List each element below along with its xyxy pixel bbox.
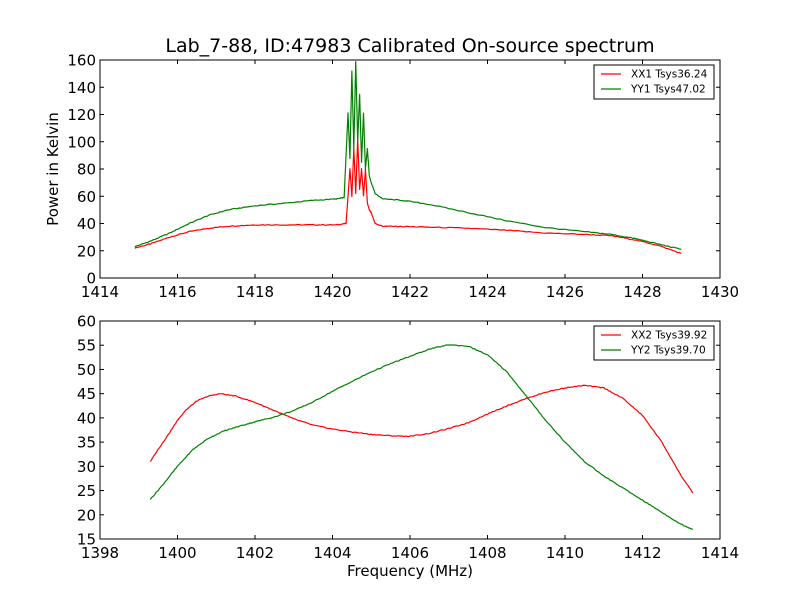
top-axis-ticks: 1414 1416 1418 1420 1422 1424 1426 1428 1430 0 20 4… <box>67 52 739 302</box>
bottom-y-tick-label: 25 <box>77 482 96 500</box>
bottom-legend-label-yy2: YY2 Tsys39.70 <box>630 345 706 357</box>
bottom-x-tick-label: 1398 <box>81 544 119 562</box>
bottom-series-line-yy2 <box>149 344 693 530</box>
bottom-x-tick-label: 1412 <box>623 544 661 562</box>
top-x-tick-label: 1418 <box>236 283 274 301</box>
top-y-tick-label: 100 <box>67 133 96 151</box>
top-x-tick-label: 1414 <box>81 283 119 301</box>
bottom-x-tick-label: 1404 <box>313 544 351 562</box>
top-y-tick-label: 80 <box>77 161 96 179</box>
bottom-x-tick-label: 1402 <box>236 544 274 562</box>
top-y-tick-label: 20 <box>77 242 96 260</box>
top-legend-box <box>593 64 715 100</box>
bottom-legend-box <box>593 325 715 361</box>
figure-title: Lab_7-88, ID:47983 Calibrated On-source … <box>165 35 654 57</box>
top-legend: XX1 Tsys36.24 YY1 Tsys47.02 <box>593 64 715 100</box>
top-x-tick-label: 1430 <box>701 283 739 301</box>
bottom-x-axis-label: Frequency (MHz) <box>347 562 473 580</box>
bottom-y-tick-label: 15 <box>77 531 96 549</box>
top-y-tick-label: 160 <box>67 52 96 70</box>
top-x-tick-label: 1426 <box>546 283 584 301</box>
top-y-tick-label: 140 <box>67 79 96 97</box>
bottom-spectrum-chart: 1398 1400 1402 1404 1406 1408 1410 1412 1414 15 20… <box>77 313 739 581</box>
top-y-tick-label: 40 <box>77 215 96 233</box>
bottom-x-tick-label: 1408 <box>468 544 506 562</box>
bottom-x-tick-label: 1414 <box>701 544 739 562</box>
top-y-tick-label: 120 <box>67 106 96 124</box>
top-x-tick-label: 1416 <box>158 283 196 301</box>
top-spectrum-chart: 1414 1416 1418 1420 1422 1424 1426 1428 1430 0 20 4… <box>44 52 739 302</box>
bottom-legend-label-xx2: XX2 Tsys39.92 <box>631 330 707 342</box>
top-y-tick-label: 60 <box>77 188 96 206</box>
bottom-axis-ticks: 1398 1400 1402 1404 1406 1408 1410 1412 1414 15 20… <box>77 313 739 563</box>
bottom-series-line-xx2 <box>149 384 694 494</box>
bottom-x-tick-label: 1406 <box>391 544 429 562</box>
top-series-line-yy1 <box>134 61 682 250</box>
bottom-y-tick-label: 50 <box>77 361 96 379</box>
bottom-y-tick-label: 35 <box>77 434 96 452</box>
bottom-legend: XX2 Tsys39.92 YY2 Tsys39.70 <box>593 325 715 361</box>
top-y-axis-label: Power in Kelvin <box>44 112 62 226</box>
bottom-y-tick-label: 40 <box>77 409 96 427</box>
bottom-y-tick-label: 55 <box>77 337 96 355</box>
top-series-lines <box>134 61 682 255</box>
top-series-line-xx1 <box>134 138 682 255</box>
bottom-x-tick-label: 1410 <box>546 544 584 562</box>
top-x-tick-label: 1428 <box>623 283 661 301</box>
top-y-tick-label: 0 <box>86 270 96 288</box>
top-x-tick-label: 1422 <box>391 283 429 301</box>
bottom-series-lines <box>149 344 694 530</box>
top-x-tick-label: 1424 <box>468 283 506 301</box>
top-x-tick-label: 1420 <box>313 283 351 301</box>
top-legend-label-xx1: XX1 Tsys36.24 <box>631 69 708 81</box>
top-legend-label-yy1: YY1 Tsys47.02 <box>630 84 706 96</box>
bottom-y-tick-label: 45 <box>77 385 96 403</box>
bottom-x-tick-label: 1400 <box>158 544 196 562</box>
bottom-y-tick-label: 30 <box>77 458 96 476</box>
bottom-y-tick-label: 20 <box>77 506 96 524</box>
bottom-y-tick-label: 60 <box>77 313 96 331</box>
